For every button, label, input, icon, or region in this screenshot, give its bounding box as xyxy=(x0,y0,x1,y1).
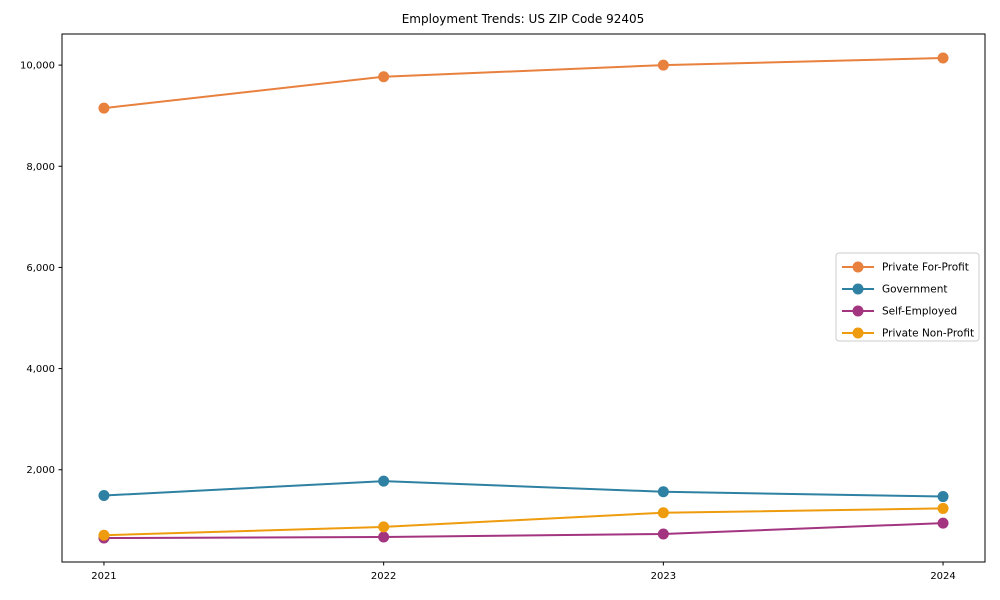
series-line xyxy=(102,57,945,110)
y-tick-label: 8,000 xyxy=(26,162,55,173)
legend-label: Private Non-Profit xyxy=(882,328,974,340)
series-self-employed xyxy=(98,517,949,544)
legend-item-government: Government xyxy=(842,283,947,296)
data-point xyxy=(657,486,669,498)
series-private-non-profit xyxy=(98,502,949,541)
legend-box xyxy=(835,252,980,342)
legend-label: Government xyxy=(882,284,947,296)
x-tick-label: 2022 xyxy=(371,571,396,582)
chart-title: Employment Trends: US ZIP Code 92405 xyxy=(402,12,645,26)
data-point xyxy=(98,529,110,541)
data-point xyxy=(98,102,110,114)
legend-marker xyxy=(852,305,864,317)
legend-marker xyxy=(852,283,864,295)
data-point xyxy=(937,517,949,529)
y-tick-label: 6,000 xyxy=(26,263,55,274)
data-point xyxy=(378,521,390,533)
series-private-for-profit xyxy=(98,52,949,114)
plot-border xyxy=(61,33,986,563)
legend-marker xyxy=(852,261,864,273)
data-point xyxy=(378,531,390,543)
series-line xyxy=(102,507,945,537)
x-tick-label: 2023 xyxy=(651,571,676,582)
legend-item-private-non-profit: Private Non-Profit xyxy=(842,327,974,340)
series-line xyxy=(102,480,945,498)
y-tick-label: 2,000 xyxy=(26,465,55,476)
legend-item-self-employed: Self-Employed xyxy=(842,305,957,318)
y-tick-label: 10,000 xyxy=(20,61,55,72)
data-point xyxy=(378,475,390,487)
data-point xyxy=(937,502,949,514)
legend: Private For-Profit Government Self-Employe… xyxy=(835,252,980,342)
data-point xyxy=(378,71,390,83)
series-government xyxy=(98,475,949,503)
series-line xyxy=(102,522,945,540)
legend-label: Private For-Profit xyxy=(882,262,969,274)
data-point xyxy=(657,528,669,540)
data-point xyxy=(937,491,949,503)
x-tick-label: 2024 xyxy=(930,571,955,582)
legend-marker xyxy=(852,327,864,339)
legend-label: Self-Employed xyxy=(882,306,957,318)
y-tick-label: 4,000 xyxy=(26,364,55,375)
data-point xyxy=(98,490,110,502)
data-point xyxy=(657,507,669,519)
data-point xyxy=(937,52,949,64)
x-tick-label: 2021 xyxy=(91,571,116,582)
legend-item-private-for-profit: Private For-Profit xyxy=(842,261,969,274)
data-point xyxy=(657,59,669,71)
